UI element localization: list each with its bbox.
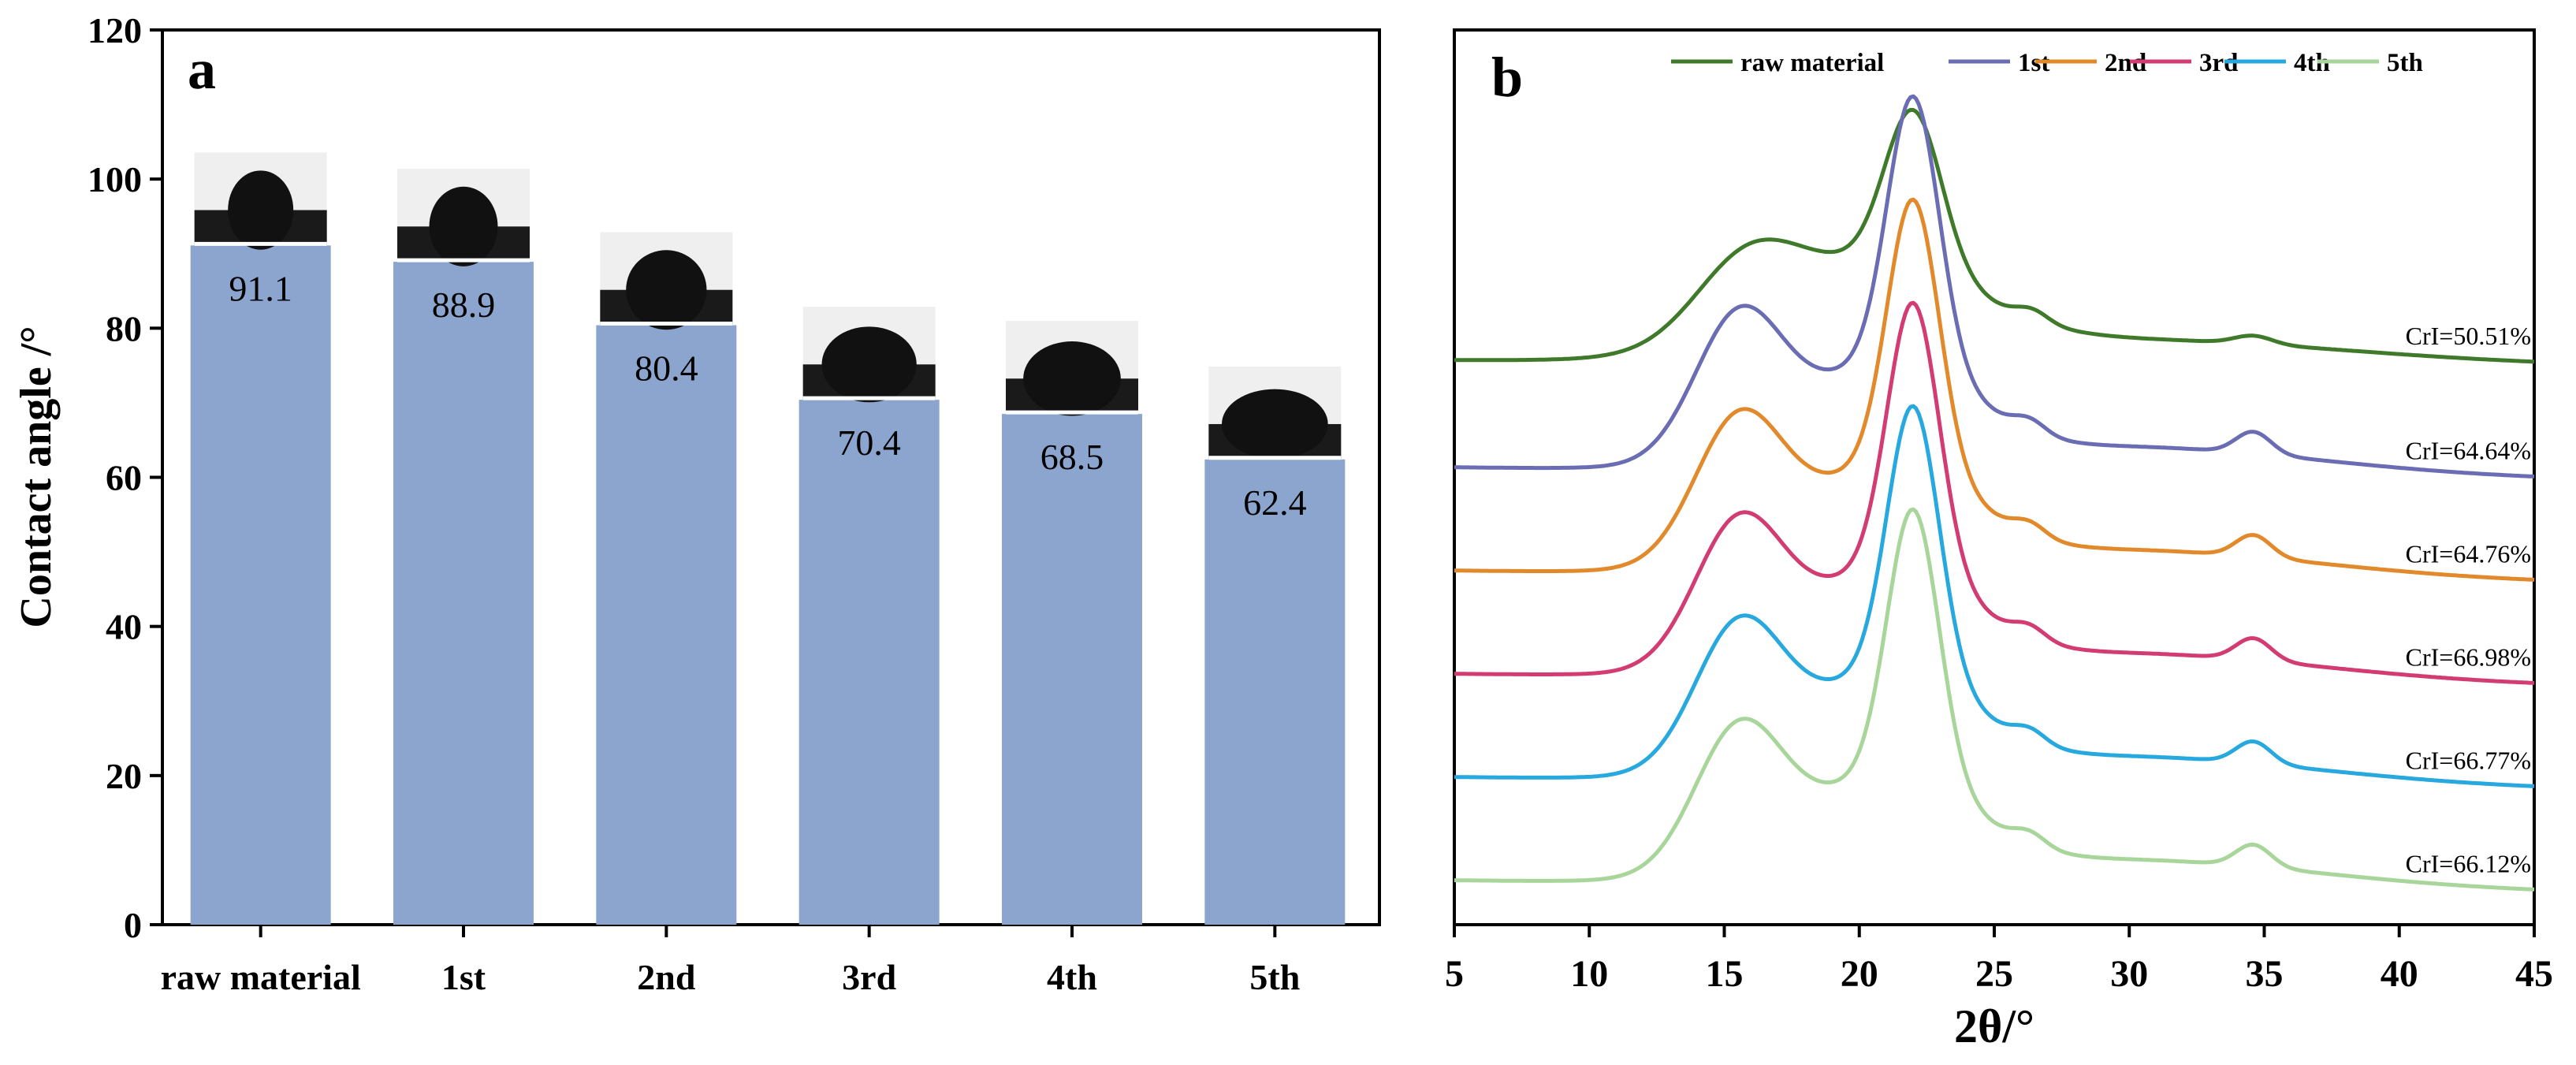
bar <box>1002 414 1142 925</box>
bar <box>596 325 737 925</box>
droplet-image <box>802 307 936 403</box>
cri-annotation: CrI=64.76% <box>2406 539 2531 568</box>
x-tick-label: 5 <box>1445 953 1464 995</box>
droplet-shape <box>1023 341 1121 416</box>
droplet-shape <box>429 186 498 266</box>
x-tick-label: 2nd <box>637 957 696 997</box>
bar <box>190 245 331 925</box>
y-tick-label: 40 <box>106 607 142 647</box>
droplet-shape <box>626 250 707 330</box>
y-axis-label: Contact angle /° <box>12 326 61 627</box>
x-tick-label: 10 <box>1570 953 1608 995</box>
droplet-shape <box>821 326 917 403</box>
bar-value-label: 80.4 <box>635 348 698 389</box>
droplet-image <box>600 232 733 330</box>
cri-annotation: CrI=66.77% <box>2406 746 2531 774</box>
series-line <box>1454 507 2535 892</box>
cri-annotation: CrI=66.98% <box>2406 642 2531 671</box>
bar-value-label: 70.4 <box>837 423 901 463</box>
bar <box>798 400 940 925</box>
y-tick-label: 100 <box>87 159 142 199</box>
cri-annotation: CrI=64.64% <box>2406 436 2531 464</box>
series-line <box>1454 404 2535 788</box>
y-tick-label: 0 <box>124 905 142 945</box>
legend-label: raw material <box>1740 49 1884 77</box>
droplet-image <box>194 152 327 250</box>
panel-b-frame <box>1453 28 2536 926</box>
panel-b: b CrI=50.51% CrI=64.64% CrI=64.76% CrI=66.9… <box>1445 28 2553 1052</box>
cri-annotation: CrI=50.51% <box>2406 322 2531 350</box>
bar-value-label: 91.1 <box>229 268 292 308</box>
droplet-image <box>1208 366 1342 460</box>
x-tick-label: 3rd <box>842 957 896 997</box>
droplet-shape <box>1221 389 1328 460</box>
y-tick-label: 60 <box>106 458 142 498</box>
panel-a-frame <box>161 28 1381 926</box>
x-tick-label: raw material <box>161 957 361 997</box>
x-axis-label: 2θ/° <box>1954 1000 2034 1052</box>
x-tick-label: 20 <box>1841 953 1878 995</box>
droplet-image <box>1006 321 1138 416</box>
bar-value-label: 68.5 <box>1040 437 1104 477</box>
x-tick-label: 25 <box>1975 953 2013 995</box>
x-tick-label: 5th <box>1249 957 1300 997</box>
series-line <box>1454 197 2535 582</box>
series-line <box>1454 94 2535 479</box>
x-tick-label: 40 <box>2381 953 2418 995</box>
panel-a: a 91.1 88.9 80.4 70.4 68.5 62.4 0 20 40 60 80 100 1… <box>12 10 1381 997</box>
panel-a-label: a <box>188 38 216 101</box>
bar-value-label: 62.4 <box>1243 482 1307 523</box>
x-tick-label: 45 <box>2515 953 2553 995</box>
y-tick-label: 120 <box>87 10 142 50</box>
series-line <box>1454 300 2535 685</box>
panel-b-label: b <box>1491 46 1523 109</box>
x-tick-label: 4th <box>1047 957 1097 997</box>
x-tick-label: 35 <box>2246 953 2284 995</box>
droplet-image <box>397 169 530 266</box>
x-tick-label: 1st <box>441 957 486 997</box>
y-tick-label: 20 <box>106 756 142 796</box>
bar <box>1204 459 1346 925</box>
x-tick-label: 30 <box>2110 953 2148 995</box>
bar <box>393 262 534 925</box>
series-line <box>1454 107 2535 364</box>
legend-label: 5th <box>2387 49 2423 77</box>
bar-value-label: 88.9 <box>432 285 496 325</box>
x-tick-label: 15 <box>1706 953 1744 995</box>
droplet-shape <box>228 170 294 250</box>
cri-annotation: CrI=66.12% <box>2406 849 2531 877</box>
y-tick-label: 80 <box>106 308 142 348</box>
